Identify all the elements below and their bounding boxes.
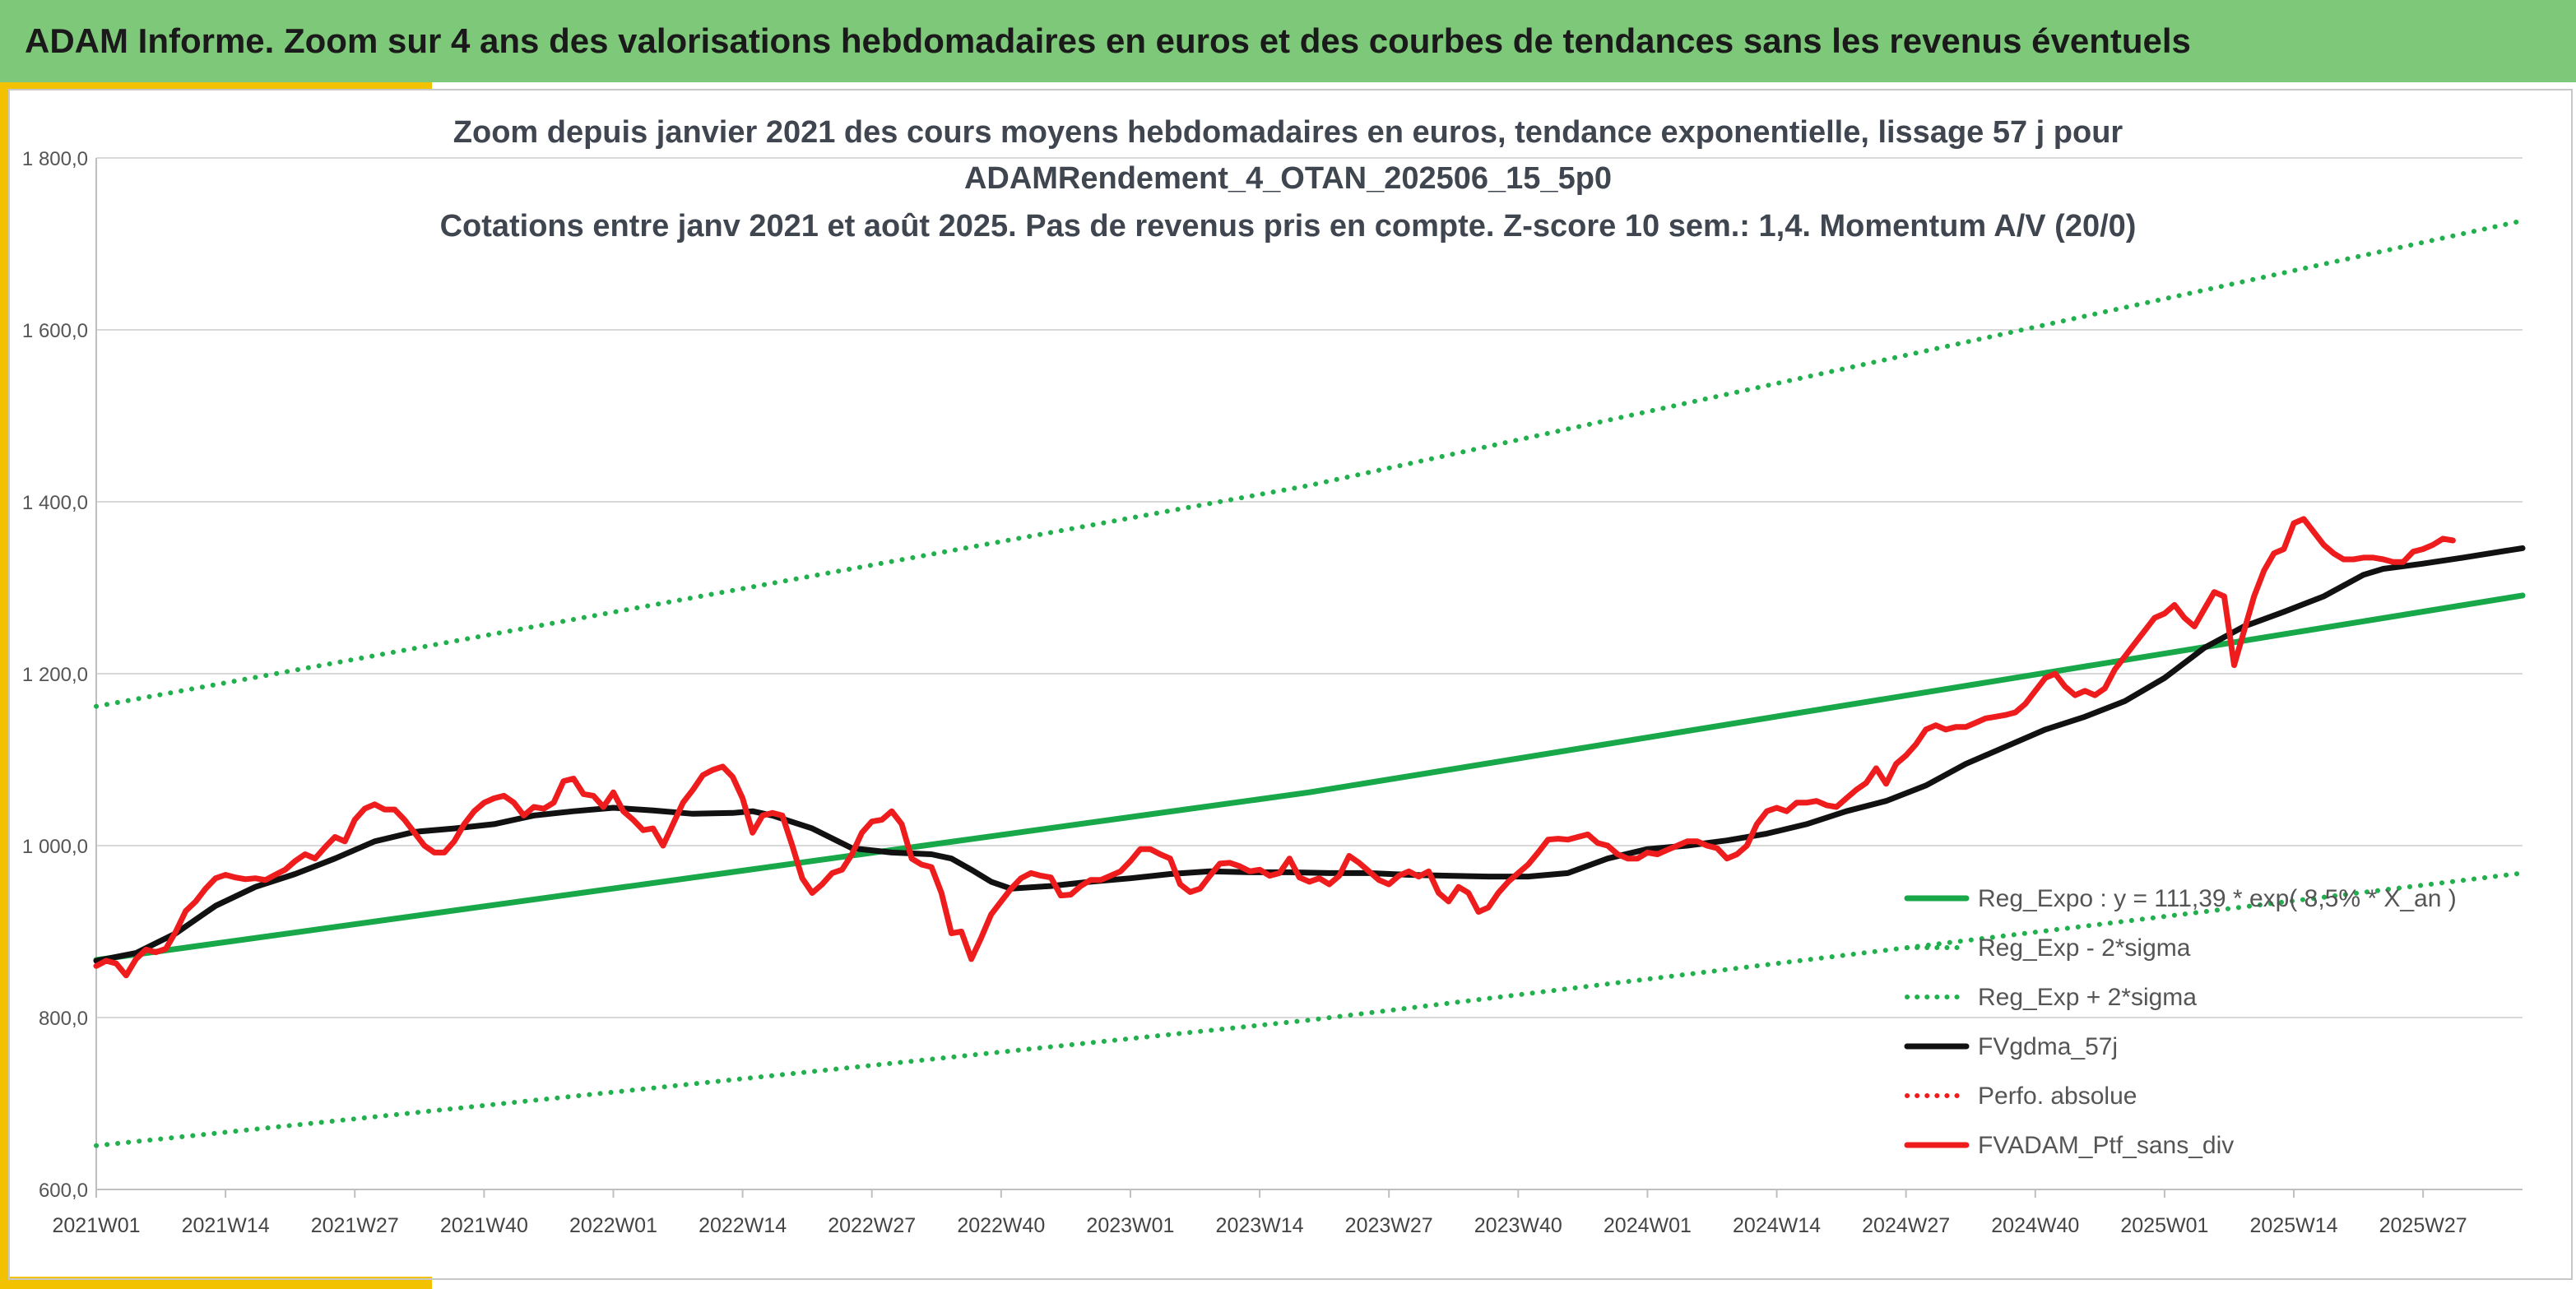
x-tick-label: 2025W01 bbox=[2120, 1214, 2208, 1237]
x-tick-label: 2023W27 bbox=[1345, 1214, 1433, 1237]
x-tick-label: 2024W40 bbox=[1991, 1214, 2079, 1237]
x-tick-label: 2024W14 bbox=[1733, 1214, 1821, 1237]
x-tick-label: 2023W01 bbox=[1086, 1214, 1174, 1237]
legend-label-1: Reg_Exp - 2*sigma bbox=[1978, 934, 2191, 962]
x-tick-label: 2021W14 bbox=[182, 1214, 270, 1237]
legend-label-5: FVADAM_Ptf_sans_div bbox=[1978, 1132, 2234, 1159]
legend-label-3: FVgdma_57j bbox=[1978, 1033, 2118, 1060]
frame-accent-top bbox=[0, 82, 432, 89]
legend-label-2: Reg_Exp + 2*sigma bbox=[1978, 984, 2197, 1011]
series-line-1 bbox=[94, 870, 2525, 1148]
x-tick-label: 2021W27 bbox=[311, 1214, 399, 1237]
series-line-5 bbox=[93, 516, 2456, 979]
chart-border bbox=[8, 89, 2573, 1280]
y-tick-label: 1 800,0 bbox=[22, 148, 88, 170]
x-tick-label: 2022W01 bbox=[569, 1214, 657, 1237]
x-tick-label: 2023W14 bbox=[1216, 1214, 1304, 1237]
y-tick-label: 1 200,0 bbox=[22, 664, 88, 686]
chart-title-line-2: ADAMRendement_4_OTAN_202506_15_5p0 bbox=[963, 161, 1613, 196]
frame-accent-left bbox=[0, 82, 8, 1289]
x-tick-label: 2022W27 bbox=[828, 1214, 916, 1237]
x-tick-label: 2021W40 bbox=[440, 1214, 528, 1237]
series-line-2 bbox=[94, 218, 2525, 709]
y-tick-label: 1 000,0 bbox=[22, 836, 88, 858]
x-tick-label: 2023W40 bbox=[1474, 1214, 1562, 1237]
header-bar: ADAM Informe. Zoom sur 4 ans des valoris… bbox=[0, 0, 2576, 82]
x-tick-label: 2022W14 bbox=[699, 1214, 787, 1237]
x-tick-label: 2025W27 bbox=[2379, 1214, 2467, 1237]
x-tick-label: 2024W27 bbox=[1862, 1214, 1950, 1237]
x-tick-label: 2022W40 bbox=[957, 1214, 1045, 1237]
y-tick-label: 800,0 bbox=[39, 1008, 88, 1030]
x-tick-label: 2021W01 bbox=[52, 1214, 140, 1237]
legend-label-4: Perfo. absolue bbox=[1978, 1083, 2137, 1110]
y-tick-label: 600,0 bbox=[39, 1180, 88, 1202]
x-tick-label: 2025W14 bbox=[2250, 1214, 2338, 1237]
x-tick-label: 2024W01 bbox=[1604, 1214, 1692, 1237]
legend-label-0: Reg_Expo : y = 111,39 * exp( 8,5% * X_an… bbox=[1978, 885, 2457, 912]
y-tick-label: 1 400,0 bbox=[22, 492, 88, 514]
page-title: ADAM Informe. Zoom sur 4 ans des valoris… bbox=[25, 21, 2191, 60]
y-tick-label: 1 600,0 bbox=[22, 320, 88, 342]
chart-title-line-3: Cotations entre janv 2021 et août 2025. … bbox=[439, 209, 2137, 243]
chart-title-line-1: Zoom depuis janvier 2021 des cours moyen… bbox=[453, 115, 2123, 150]
